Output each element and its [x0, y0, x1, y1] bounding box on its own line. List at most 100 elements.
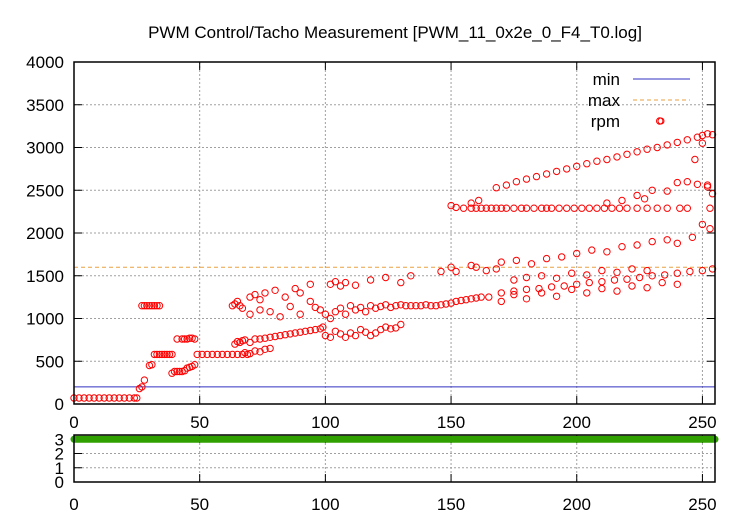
- rpm-point: [603, 199, 611, 207]
- rpm-point: [663, 141, 671, 149]
- y-tick-label: 3000: [26, 139, 64, 158]
- rpm-point: [427, 302, 435, 310]
- main-reference-lines: [74, 266, 715, 388]
- rpm-point: [261, 345, 269, 353]
- legend-label-max: max: [588, 91, 621, 110]
- rpm-point: [271, 286, 279, 294]
- rpm-point: [497, 297, 505, 306]
- rpm-point: [598, 284, 606, 293]
- rpm-point: [271, 332, 279, 341]
- rpm-point: [276, 331, 284, 340]
- rpm-point: [397, 320, 405, 329]
- rpm-point: [482, 266, 490, 275]
- rpm-point: [140, 376, 149, 384]
- rpm-point: [407, 302, 415, 310]
- rpm-point: [321, 310, 330, 318]
- rpm-point: [663, 204, 671, 212]
- rpm-point: [130, 394, 139, 402]
- rpm-point: [658, 278, 666, 287]
- rpm-point: [296, 289, 304, 297]
- rpm-point: [336, 330, 345, 338]
- rpm-point: [377, 302, 385, 311]
- rpm-point: [241, 349, 249, 357]
- rpm-point: [346, 302, 355, 310]
- rpm-point: [598, 278, 606, 286]
- y-tick-label: 2000: [26, 224, 64, 243]
- legend-swatch-rpm: [657, 117, 665, 125]
- rpm-point: [148, 302, 156, 310]
- rpm-point: [180, 335, 189, 343]
- rpm-point: [585, 204, 593, 212]
- legend-label-min: min: [593, 70, 620, 89]
- rpm-point: [598, 266, 606, 275]
- rpm-point: [547, 283, 556, 291]
- rpm-point: [585, 278, 593, 287]
- rpm-point: [703, 181, 712, 189]
- rpm-point: [693, 180, 702, 189]
- x-tick-label: 150: [437, 413, 465, 432]
- rpm-point: [246, 338, 254, 347]
- main-ticks: 0 500 1000 1500 2000 2500 3000 3500 4000 0 50 100 15…: [26, 53, 716, 432]
- rpm-point: [281, 331, 289, 339]
- legend-label-rpm: rpm: [591, 112, 620, 131]
- rpm-point: [578, 204, 586, 212]
- rpm-point: [351, 281, 360, 289]
- rpm-point: [163, 350, 171, 359]
- rpm-point: [462, 296, 470, 304]
- rpm-point: [517, 204, 526, 212]
- rpm-point: [138, 302, 146, 310]
- rpm-point: [477, 204, 485, 212]
- rpm-point: [256, 335, 264, 343]
- rpm-point: [336, 304, 345, 312]
- rpm-point: [100, 394, 108, 402]
- rpm-point: [643, 145, 651, 153]
- rpm-point: [150, 302, 159, 310]
- rpm-point: [633, 241, 641, 249]
- rpm-point: [150, 350, 159, 359]
- sub-grid: [74, 435, 715, 482]
- rpm-point: [397, 278, 405, 287]
- rpm-point: [173, 367, 181, 376]
- rpm-point: [158, 350, 166, 359]
- rpm-point: [80, 394, 88, 402]
- rpm-point: [155, 302, 164, 310]
- rpm-point: [568, 269, 576, 277]
- y-tick-label: 4000: [26, 53, 64, 72]
- rpm-point: [510, 276, 518, 284]
- rpm-point: [563, 165, 571, 173]
- rpm-point: [615, 204, 624, 212]
- rpm-point: [120, 394, 129, 402]
- rpm-point: [452, 297, 460, 306]
- rpm-point: [512, 256, 521, 265]
- rpm-point: [475, 196, 483, 205]
- rpm-point: [552, 167, 561, 176]
- rpm-point: [246, 310, 254, 318]
- rpm-point: [698, 220, 707, 229]
- rpm-point: [382, 273, 390, 282]
- rpm-point: [673, 239, 681, 248]
- rpm-point: [361, 328, 370, 336]
- rpm-point: [276, 313, 284, 321]
- rpm-point: [547, 204, 556, 212]
- rpm-point: [432, 302, 440, 310]
- rpm-point: [173, 335, 181, 343]
- rpm-point: [643, 284, 651, 292]
- rpm-point: [148, 361, 156, 369]
- rpm-point: [437, 301, 445, 309]
- rpm-point: [698, 131, 707, 140]
- rpm-point: [153, 302, 161, 310]
- rpm-point: [218, 350, 227, 359]
- rpm-point: [185, 334, 194, 342]
- rpm-point: [640, 195, 649, 203]
- rpm-point: [588, 246, 596, 254]
- rpm-point: [492, 184, 500, 192]
- y-tick-label: 500: [36, 352, 64, 371]
- rpm-point: [467, 204, 475, 212]
- rpm-point: [663, 236, 671, 244]
- rpm-point: [530, 204, 538, 212]
- rpm-point: [573, 280, 581, 288]
- rpm-point: [573, 249, 581, 258]
- rpm-point: [203, 350, 211, 359]
- rpm-point: [673, 178, 681, 187]
